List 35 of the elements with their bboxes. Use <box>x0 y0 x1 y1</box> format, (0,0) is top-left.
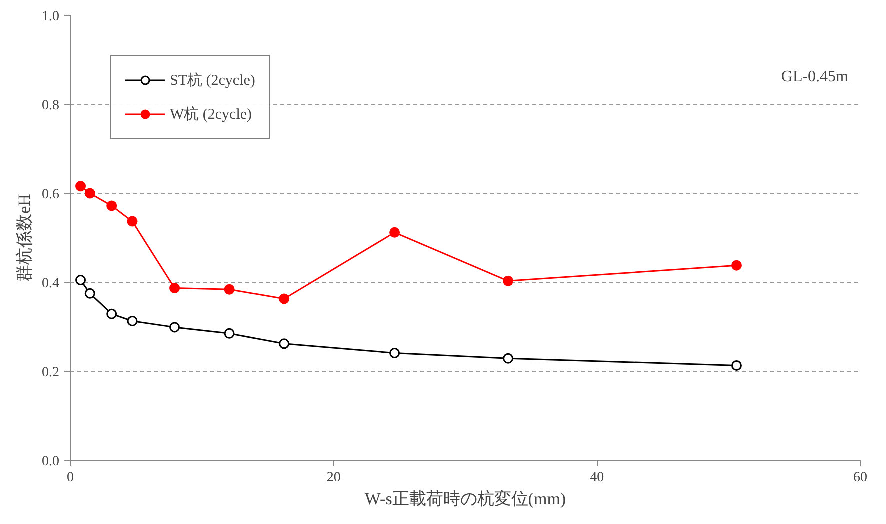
point <box>127 316 138 326</box>
x-tick-label: 40 <box>590 470 604 486</box>
point <box>106 308 118 320</box>
point <box>76 275 86 286</box>
y-tick-label: 0.4 <box>42 276 60 292</box>
point <box>503 276 514 286</box>
point <box>224 284 235 295</box>
annotation: GL-0.45m <box>781 68 850 86</box>
x-axis-title: W-s正載荷時の杭変位(mm) <box>364 490 566 508</box>
y-tick-label: 0.2 <box>42 366 60 380</box>
legend-label: ST杭 (2cycle) <box>170 72 256 90</box>
point <box>390 227 400 238</box>
point <box>503 353 514 364</box>
point <box>279 294 290 304</box>
y-tick-label: 1.0 <box>42 10 60 24</box>
point <box>731 360 742 371</box>
y-tick-label: 0.6 <box>42 188 60 202</box>
y-axis-title: 群杭係数eH <box>15 194 34 282</box>
point <box>127 216 138 227</box>
point <box>731 260 742 271</box>
point <box>390 348 400 358</box>
point <box>106 200 118 212</box>
point <box>84 188 96 199</box>
legend-label: W杭 (2cycle) <box>170 106 252 124</box>
point <box>279 338 290 350</box>
point <box>170 322 180 333</box>
point <box>170 283 180 294</box>
x-tick-label: 60 <box>854 470 868 486</box>
y-tick-label: 0.8 <box>42 98 60 114</box>
x-tick-label: 0 <box>67 470 74 486</box>
point <box>76 181 86 192</box>
point <box>84 288 96 299</box>
point <box>224 328 235 339</box>
y-tick-label: 0.0 <box>42 454 60 470</box>
x-tick-label: 20 <box>326 470 341 486</box>
